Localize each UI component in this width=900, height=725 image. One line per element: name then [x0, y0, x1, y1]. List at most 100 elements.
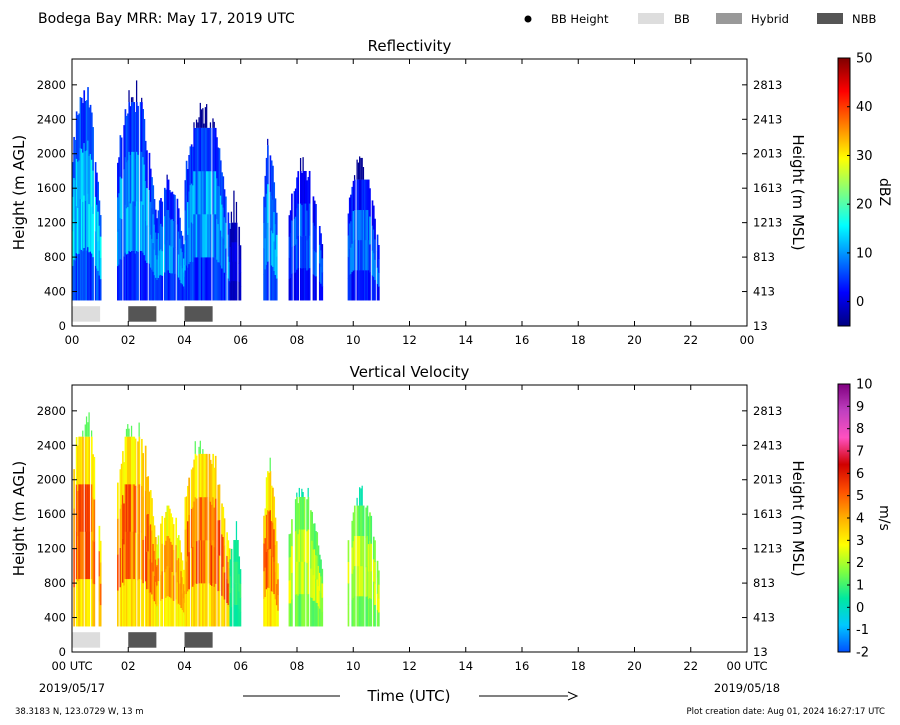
echo-cell: [163, 517, 166, 546]
footer: 2019/05/17 2019/05/18 Time (UTC) 38.3183…: [15, 681, 885, 717]
echo-cell: [359, 505, 361, 537]
x-tick-label: 20: [627, 333, 642, 347]
echo-cell: [352, 240, 355, 271]
echo-sparse-cell: [84, 424, 86, 437]
echo-cell: [229, 228, 232, 247]
echo-cell: [144, 140, 147, 182]
colorbar-tick-label: 0: [856, 295, 864, 310]
echo-cell: [133, 436, 136, 485]
echo-cell: [142, 109, 144, 158]
echo-cell: [289, 556, 292, 581]
echo-cell: [288, 580, 291, 604]
echo-cell: [98, 275, 101, 301]
echo-cell: [125, 161, 128, 209]
colorbar-tick-label: 10: [856, 246, 873, 261]
echo-cell: [194, 257, 197, 301]
echo-cell: [163, 544, 166, 573]
echo-cell: [123, 462, 125, 504]
x-tick-label: 02: [121, 659, 136, 673]
echo-cell: [73, 259, 75, 301]
echo-cell: [200, 257, 203, 301]
echo-cell: [154, 232, 157, 256]
echo-cell: [181, 609, 184, 627]
echo-cell: [151, 238, 153, 270]
echo-cell: [299, 529, 302, 562]
echo-cell: [269, 548, 272, 588]
echo-cell: [129, 251, 132, 301]
echo-cell: [146, 187, 148, 226]
echo-cell: [182, 286, 185, 301]
echo-cell: [374, 218, 376, 240]
legend-bb-height-dot: [524, 15, 532, 23]
echo-sparse-cell: [199, 440, 201, 454]
echo-cell: [99, 583, 102, 606]
echo-cell: [356, 270, 359, 301]
echo-cell: [274, 517, 277, 546]
echo-cell: [99, 257, 102, 280]
echo-cell: [73, 177, 75, 219]
echo-sparse-cell: [194, 441, 196, 454]
echo-cell: [96, 172, 98, 205]
echo-cell: [184, 529, 187, 562]
echo-cell: [144, 535, 147, 582]
echo-sparse-cell: [132, 97, 134, 103]
echo-cell: [263, 570, 265, 599]
echo-cell: [78, 531, 80, 580]
echo-cell: [365, 270, 368, 301]
echo-cell: [306, 210, 308, 241]
echo-cell: [376, 560, 379, 578]
echo-cell: [160, 549, 162, 576]
y-tick-label: 2400: [37, 112, 66, 126]
echo-cell: [359, 209, 361, 241]
echo-cell: [221, 204, 223, 237]
echo-cell: [148, 558, 151, 593]
echo-cell: [361, 209, 364, 241]
colorbar-tick-label: 10: [856, 378, 873, 393]
echo-cell: [125, 115, 128, 163]
colorbar: [837, 57, 851, 327]
echo-cell: [360, 239, 362, 271]
echo-cell: [172, 549, 175, 576]
echo-cell: [176, 582, 179, 605]
echo-cell: [153, 550, 156, 577]
echo-cell: [313, 275, 316, 301]
echo-sparse-cell: [230, 211, 233, 223]
echo-cell: [238, 226, 241, 246]
echo-cell: [85, 436, 88, 485]
colorbar-tick-label: 0: [856, 601, 864, 616]
echo-cell: [83, 195, 86, 248]
echo-cell: [123, 503, 125, 545]
echo-cell: [221, 236, 223, 269]
echo-cell: [289, 533, 292, 558]
echo-cell: [217, 484, 220, 521]
echo-cell: [347, 213, 350, 236]
echo-cell: [206, 127, 208, 172]
echo-cell: [148, 491, 151, 526]
echo-cell: [301, 529, 303, 562]
echo-cell: [277, 594, 279, 611]
echo-cell: [99, 540, 102, 563]
echo-cell: [234, 261, 237, 282]
echo-cell: [137, 441, 139, 488]
echo-cell: [199, 170, 202, 215]
echo-cell: [298, 561, 301, 595]
echo-cell: [87, 436, 89, 485]
echo-cell: [291, 545, 293, 573]
echo-cell: [169, 272, 171, 301]
echo-cell: [213, 257, 216, 301]
echo-cell: [135, 151, 138, 202]
echo-cell: [182, 258, 185, 273]
echo-cell: [88, 203, 91, 253]
echo-cell: [170, 192, 172, 220]
echo-cell: [293, 218, 296, 246]
echo-cell: [347, 235, 350, 258]
echo-cell: [227, 212, 230, 235]
echo-cell: [75, 111, 78, 159]
echo-cell: [217, 262, 220, 301]
echo-cell: [117, 197, 119, 232]
echo-cell: [92, 497, 94, 541]
y-tick-label: 800: [44, 576, 66, 590]
echo-cell: [239, 597, 242, 613]
echo-cell: [223, 189, 226, 218]
echo-cell: [128, 102, 131, 152]
